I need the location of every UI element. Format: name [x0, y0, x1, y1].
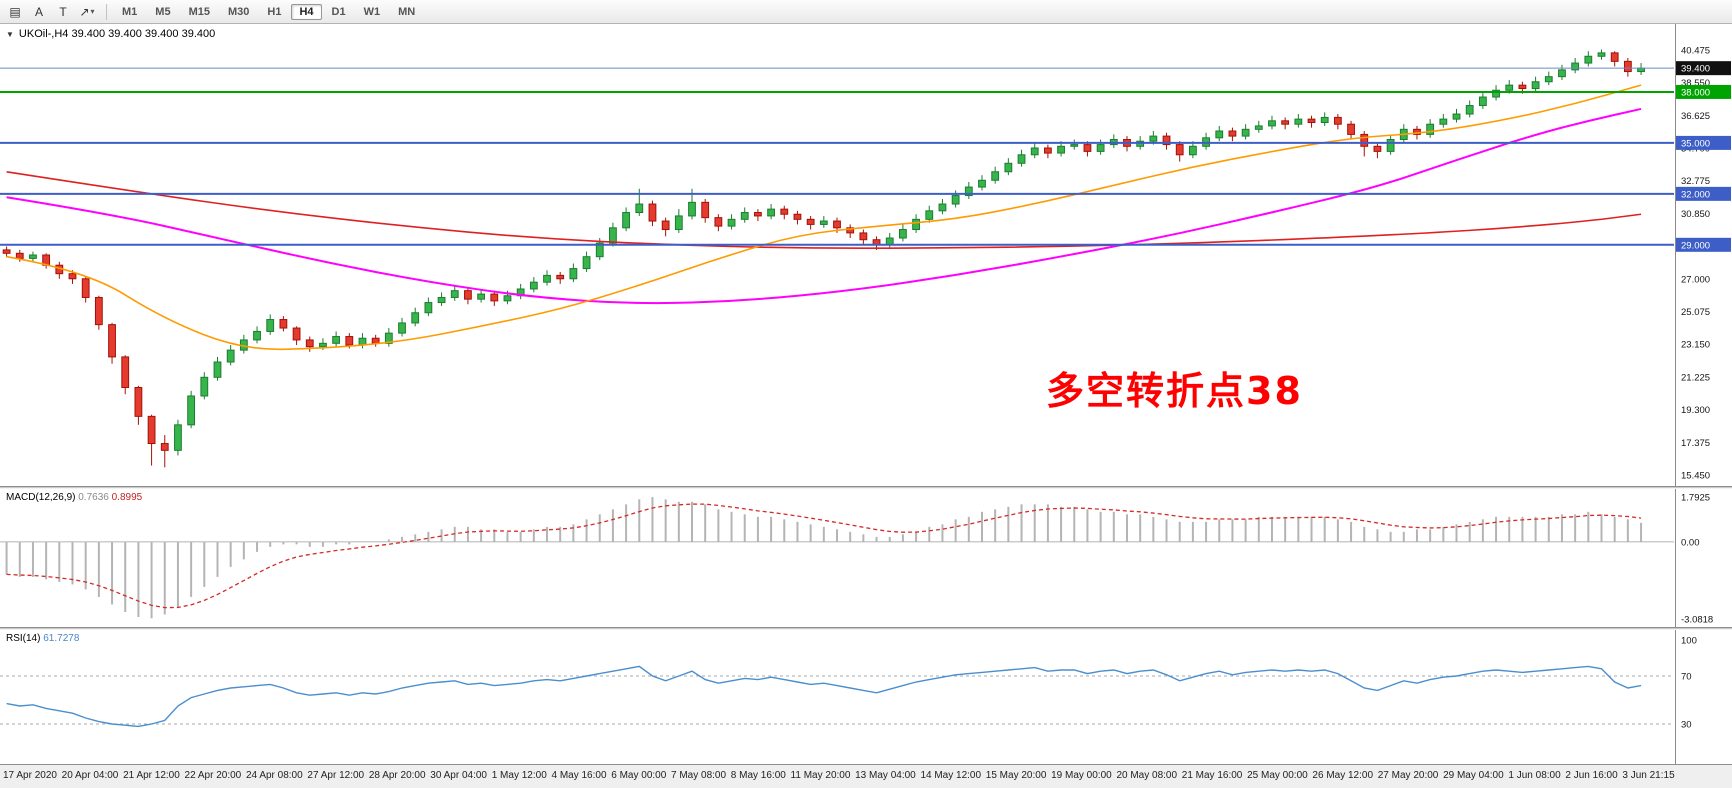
- macd-axis: 1.7925 0.00 -3.0818: [1675, 489, 1713, 627]
- svg-text:-3.0818: -3.0818: [1681, 615, 1713, 626]
- timeframe-h4[interactable]: H4: [291, 3, 322, 20]
- time-label: 7 May 08:00: [671, 770, 727, 781]
- svg-text:38.000: 38.000: [1681, 87, 1710, 98]
- toolbar-separator: [106, 3, 107, 20]
- time-axis-labels: 17 Apr 2020 20 Apr 04:00 21 Apr 12:00 22 Ap…: [0, 765, 1675, 781]
- main-price-axis: 40.47538.55036.62534.70032.77530.85027.0…: [1675, 24, 1731, 486]
- price-badge-29.000: [1676, 237, 1731, 252]
- timeframe-m15[interactable]: M15: [188, 5, 210, 18]
- main-toolbar: ▤ A T ↗ ▾ M1 M5 M15 M30 H1 H4 D1 W1 MN: [0, 0, 1732, 24]
- ma-fast-orange: [6, 84, 1642, 351]
- time-label: 1 May 12:00: [491, 770, 547, 781]
- time-label: 27 May 20:00: [1377, 770, 1439, 781]
- rsi-axis: 100 70 30: [1675, 630, 1697, 764]
- svg-text:100: 100: [1681, 636, 1697, 647]
- svg-text:30.850: 30.850: [1681, 209, 1710, 220]
- svg-text:32.775: 32.775: [1681, 176, 1710, 187]
- timeframe-m5[interactable]: M5: [155, 5, 171, 18]
- time-label: 21 Apr 12:00: [123, 770, 180, 781]
- time-label: 8 May 16:00: [730, 770, 786, 781]
- cursor-tool-a[interactable]: A: [34, 4, 43, 19]
- timeframe-m1[interactable]: M1: [122, 5, 138, 18]
- dropdown-caret-icon: ▾: [90, 7, 95, 16]
- svg-text:27.000: 27.000: [1681, 274, 1710, 285]
- main-chart-panel: 40.47538.55036.62534.70032.77530.85027.0…: [0, 24, 1732, 486]
- svg-text:32.000: 32.000: [1681, 189, 1710, 200]
- timeframe-buttons: M1 M5 M15 M30 H1 H4 D1 W1 MN: [113, 3, 424, 20]
- svg-text:36.625: 36.625: [1681, 111, 1710, 122]
- svg-text:70: 70: [1681, 672, 1692, 683]
- time-axis[interactable]: 17 Apr 2020 20 Apr 04:00 21 Apr 12:00 22 Ap…: [0, 764, 1732, 788]
- svg-text:0.00: 0.00: [1681, 537, 1700, 548]
- price-badge-32.000: [1676, 186, 1731, 201]
- time-label: 3 Jun 21:15: [1622, 770, 1675, 781]
- svg-text:29.000: 29.000: [1681, 240, 1710, 251]
- svg-text:40.475: 40.475: [1681, 45, 1710, 56]
- price-badge-35.000: [1676, 135, 1731, 150]
- time-label: 6 May 00:00: [611, 770, 667, 781]
- ma-slow-red: [6, 170, 1642, 250]
- svg-text:23.150: 23.150: [1681, 340, 1710, 351]
- rsi-chart-canvas[interactable]: 100 70 30: [0, 630, 1732, 764]
- toolbar-tools: ▤ A T ↗ ▾: [4, 2, 100, 22]
- timeframe-mn[interactable]: MN: [398, 5, 416, 18]
- panel-separator-rsi[interactable]: [0, 627, 1732, 630]
- time-label: 4 May 16:00: [551, 770, 607, 781]
- price-badge-38.000: [1676, 84, 1731, 99]
- macd-indicator-panel: 1.7925 0.00 -3.0818 MACD(12,26,9) 0.7636 0…: [0, 489, 1732, 627]
- price-badge-39.400: [1676, 61, 1731, 76]
- time-label: 20 Apr 04:00: [61, 770, 119, 781]
- candles-group: [2, 49, 1645, 468]
- svg-text:21.225: 21.225: [1681, 372, 1710, 383]
- price-chart-canvas[interactable]: 40.47538.55036.62534.70032.77530.85027.0…: [0, 24, 1732, 486]
- svg-text:25.075: 25.075: [1681, 307, 1710, 318]
- svg-text:17.375: 17.375: [1681, 438, 1710, 449]
- svg-text:15.450: 15.450: [1681, 470, 1710, 481]
- time-label: 11 May 20:00: [790, 770, 851, 781]
- timeframe-m30[interactable]: M30: [227, 5, 250, 18]
- svg-text:19.300: 19.300: [1681, 405, 1710, 416]
- svg-text:39.400: 39.400: [1681, 64, 1710, 75]
- rsi-line: [6, 665, 1642, 728]
- time-label: 13 May 04:00: [855, 770, 916, 781]
- time-label: 28 Apr 20:00: [368, 770, 426, 781]
- timeframe-w1[interactable]: W1: [363, 5, 381, 18]
- time-label: 1 Jun 08:00: [1508, 770, 1561, 781]
- text-tool[interactable]: T: [59, 4, 67, 19]
- panel-separator-macd[interactable]: [0, 486, 1732, 489]
- svg-text:1.7925: 1.7925: [1681, 493, 1710, 504]
- timeframe-d1[interactable]: D1: [331, 5, 346, 18]
- time-label: 2 Jun 16:00: [1565, 770, 1618, 781]
- time-label: 17 Apr 2020: [3, 770, 57, 781]
- time-label: 15 May 20:00: [985, 770, 1047, 781]
- drawing-tools-dropdown[interactable]: ↗ ▾: [79, 4, 95, 19]
- svg-text:35.000: 35.000: [1681, 138, 1710, 149]
- time-label: 30 Apr 04:00: [430, 770, 487, 781]
- svg-text:38.550: 38.550: [1681, 78, 1710, 89]
- time-label: 14 May 12:00: [920, 770, 982, 781]
- ma-mid-magenta: [6, 107, 1642, 305]
- timeframe-h1[interactable]: H1: [267, 5, 282, 18]
- macd-chart-canvas[interactable]: 1.7925 0.00 -3.0818: [0, 489, 1732, 627]
- time-label: 20 May 08:00: [1116, 770, 1178, 781]
- charts-grid-icon[interactable]: ▤: [9, 4, 21, 19]
- time-label: 24 Apr 08:00: [245, 770, 303, 781]
- time-label: 26 May 12:00: [1312, 770, 1374, 781]
- time-label: 19 May 00:00: [1051, 770, 1112, 781]
- time-label: 25 May 00:00: [1247, 770, 1308, 781]
- time-label: 22 Apr 20:00: [184, 770, 242, 781]
- macd-signal-line: [6, 503, 1642, 609]
- time-label: 27 Apr 12:00: [307, 770, 365, 781]
- rsi-indicator-panel: 100 70 30 RSI(14) 61.7278: [0, 630, 1732, 764]
- time-label: 21 May 16:00: [1181, 770, 1243, 781]
- time-label: 29 May 04:00: [1443, 770, 1504, 781]
- svg-text:30: 30: [1681, 720, 1692, 731]
- macd-histogram: [5, 497, 1643, 619]
